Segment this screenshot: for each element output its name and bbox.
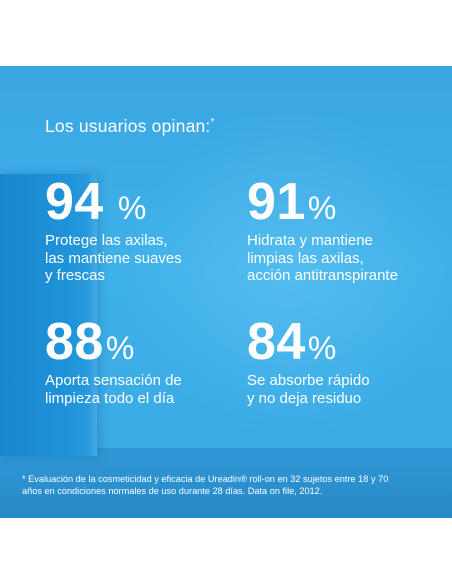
heading-footnote-marker: *: [210, 117, 215, 129]
background-glow: [120, 106, 452, 436]
stat-value: 91: [247, 173, 306, 231]
stat-percent-sign: %: [105, 330, 135, 366]
stat-description: Hidrata y mantiene limpias las axilas, a…: [247, 232, 398, 285]
stat-number: 84%: [247, 316, 370, 368]
stat-description: Aporta sensación de limpieza todo el día: [45, 372, 182, 407]
stat-description-line: las mantiene suaves: [45, 249, 182, 267]
stats-panel: Los usuarios opinan:* 94% Protege las ax…: [0, 66, 452, 518]
stat-absorbe: 84% Se absorbe rápido y no deja residuo: [247, 316, 370, 407]
stat-value: 94: [45, 173, 104, 231]
stat-protege: 94% Protege las axilas, las mantiene sua…: [45, 176, 182, 285]
floor-surface: [0, 450, 452, 518]
footnote-line: * Evaluación de la cosmeticidad y eficac…: [22, 474, 389, 484]
stat-description-line: y frescas: [45, 267, 106, 284]
stat-percent-sign: %: [307, 330, 337, 366]
footnote-line: años en condiciones normales de uso dura…: [22, 486, 323, 496]
footnote: * Evaluación de la cosmeticidad y eficac…: [22, 473, 432, 497]
floor-edge: [0, 448, 452, 450]
stat-value: 88: [45, 313, 104, 371]
product-highlight: [87, 174, 97, 456]
section-heading: Los usuarios opinan:*: [45, 116, 215, 137]
product-silhouette: [0, 174, 97, 456]
heading-text: Los usuarios opinan:: [45, 116, 211, 136]
stat-value: 84: [247, 313, 306, 371]
stat-description-line: Protege las axilas,: [45, 232, 168, 249]
stat-description: Protege las axilas, las mantiene suaves …: [45, 232, 182, 285]
stat-number: 91%: [247, 176, 398, 228]
stat-aporta: 88% Aporta sensación de limpieza todo el…: [45, 316, 182, 407]
stat-description-line: acción antitranspirante: [247, 267, 398, 284]
stat-description-line: Hidrata y mantiene: [247, 232, 373, 249]
stat-description: Se absorbe rápido y no deja residuo: [247, 372, 370, 407]
stat-description-line: Aporta sensación de: [45, 372, 182, 389]
stat-description-line: limpias las axilas,: [247, 249, 364, 267]
stat-description-line: Se absorbe rápido: [247, 372, 370, 389]
stat-hidrata: 91% Hidrata y mantiene limpias las axila…: [247, 176, 398, 285]
stat-number: 94%: [45, 176, 182, 228]
stat-description-line: limpieza todo el día: [45, 389, 175, 407]
stat-percent-sign: %: [117, 190, 147, 226]
stat-number: 88%: [45, 316, 182, 368]
stat-percent-sign: %: [307, 190, 337, 226]
stat-description-line: y no deja residuo: [247, 389, 362, 407]
